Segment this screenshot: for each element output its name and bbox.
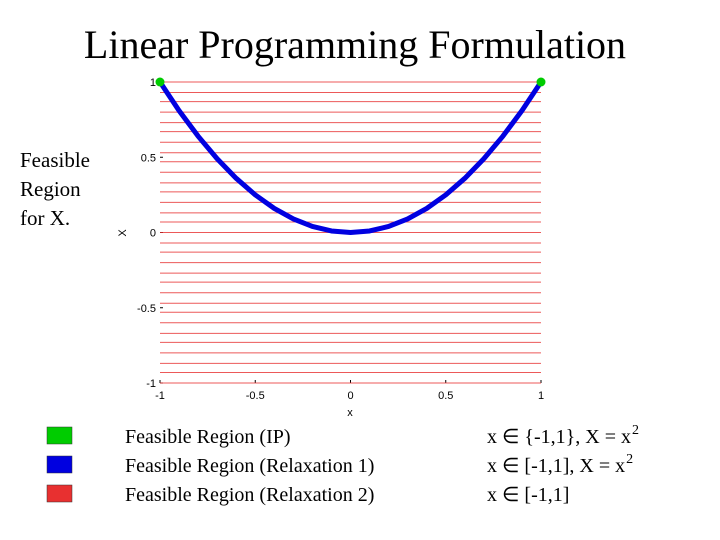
y-tick-label: -0.5: [137, 303, 156, 315]
y-tick-label: 0: [150, 228, 156, 240]
y-tick-label: 1: [150, 77, 156, 89]
x-tick-label: 0: [347, 390, 353, 402]
legend-label: Feasible Region (Relaxation 2): [125, 484, 374, 506]
x-axis-label: x: [347, 407, 353, 419]
annotation: for X.: [20, 206, 70, 230]
slide-title: Linear Programming Formulation: [84, 22, 626, 67]
x-tick-label: 0.5: [438, 390, 453, 402]
condition: x ∈ [-1,1]: [487, 484, 569, 506]
legend-swatch: [46, 455, 73, 474]
condition-sup: 2: [626, 452, 633, 467]
condition: x ∈ [-1,1], X = x: [487, 455, 625, 477]
feasible-point: [536, 77, 546, 87]
condition: x ∈ {-1,1}, X = x: [487, 426, 631, 448]
feasible-curve: [157, 80, 544, 235]
annotation: Feasible: [20, 148, 90, 172]
feasible-point: [155, 77, 165, 87]
annotation: Region: [20, 177, 81, 201]
condition-sup: 2: [632, 423, 639, 438]
y-axis-label: X: [117, 229, 129, 237]
x-tick-label: -0.5: [246, 390, 265, 402]
legend-label: Feasible Region (IP): [125, 426, 291, 448]
x-tick-label: 1: [538, 390, 544, 402]
x-tick-label: -1: [155, 390, 165, 402]
y-tick-label: -1: [146, 378, 156, 390]
legend-swatch: [46, 484, 73, 503]
y-tick-label: 0.5: [141, 152, 156, 164]
legend-label: Feasible Region (Relaxation 1): [125, 455, 374, 477]
legend-swatch: [46, 426, 73, 445]
